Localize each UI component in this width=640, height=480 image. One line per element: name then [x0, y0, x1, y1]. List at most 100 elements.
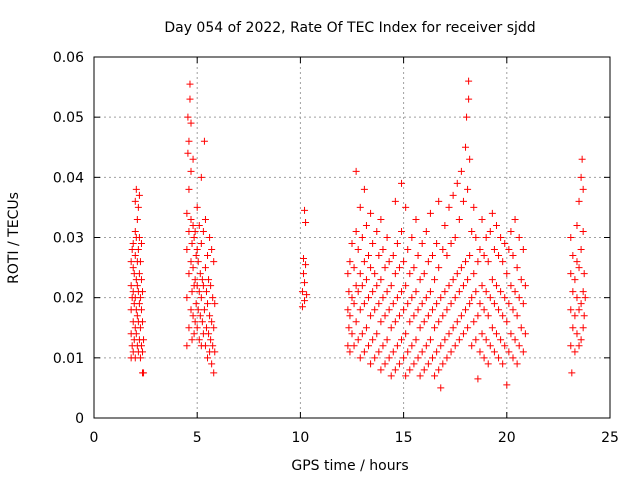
data-point [515, 294, 523, 302]
data-point [400, 354, 408, 362]
data-points [127, 77, 589, 392]
x-tick-label: 0 [90, 430, 99, 446]
data-point [455, 288, 463, 296]
data-point [200, 137, 208, 145]
data-point [441, 288, 449, 296]
data-point [428, 306, 436, 314]
data-point [140, 369, 148, 377]
data-point [196, 312, 204, 320]
data-point [462, 306, 470, 314]
data-point [416, 276, 424, 284]
data-point [480, 252, 488, 260]
data-point [492, 282, 500, 290]
data-point [466, 300, 474, 308]
data-point [377, 215, 385, 223]
data-point [569, 252, 577, 260]
data-point [129, 264, 137, 272]
data-point [398, 227, 406, 235]
data-point [569, 324, 577, 332]
y-tick-label: 0.06 [53, 50, 84, 66]
data-point [358, 234, 366, 241]
data-point [445, 330, 453, 338]
data-point [183, 294, 191, 302]
data-point [449, 191, 457, 199]
data-point [571, 312, 579, 320]
data-point [431, 324, 439, 332]
data-point [302, 218, 310, 226]
data-point [298, 288, 306, 296]
data-point [482, 288, 490, 296]
data-point [499, 312, 507, 320]
data-point [459, 197, 467, 205]
data-point [492, 221, 500, 229]
data-point [465, 77, 473, 85]
data-point [395, 360, 403, 368]
data-point [517, 324, 525, 332]
data-point [486, 294, 494, 302]
data-point [131, 227, 139, 235]
data-point [360, 300, 368, 308]
data-point [426, 288, 434, 296]
data-point [210, 258, 218, 266]
data-point [507, 227, 515, 235]
y-tick-label: 0.02 [53, 291, 84, 307]
data-point [134, 203, 142, 211]
data-point [139, 288, 147, 296]
data-point [298, 303, 306, 311]
data-point [395, 312, 403, 320]
data-point [346, 312, 354, 320]
data-point [465, 95, 473, 103]
data-point [352, 227, 360, 235]
data-point [484, 360, 492, 368]
data-point [183, 342, 191, 350]
data-point [398, 336, 406, 344]
data-point [204, 300, 212, 308]
data-point [468, 342, 476, 350]
data-point [499, 258, 507, 266]
data-point [416, 324, 424, 332]
data-point [480, 306, 488, 314]
data-point [210, 324, 218, 332]
data-point [202, 324, 210, 332]
data-point [191, 227, 199, 235]
data-point [492, 330, 500, 338]
data-point [393, 294, 401, 302]
data-point [464, 324, 472, 332]
data-point [140, 336, 148, 344]
data-point [470, 270, 478, 278]
data-point [488, 276, 496, 284]
data-point [441, 221, 449, 229]
data-point [486, 342, 494, 350]
data-point [185, 324, 193, 332]
data-point [187, 119, 195, 127]
data-point [202, 288, 210, 296]
data-point [381, 264, 389, 272]
y-tick-label: 0 [75, 411, 84, 427]
data-point [519, 246, 527, 254]
data-point [408, 294, 416, 302]
data-point [577, 336, 585, 344]
data-point [389, 348, 397, 356]
data-point [139, 348, 147, 356]
data-point [391, 197, 399, 205]
data-point [358, 330, 366, 338]
data-point [348, 240, 356, 248]
data-point [375, 348, 383, 356]
data-point [209, 294, 217, 302]
data-point [133, 215, 141, 223]
data-point [575, 264, 583, 272]
data-point [352, 167, 360, 175]
data-point [445, 282, 453, 290]
data-point [441, 336, 449, 344]
y-tick-label: 0.01 [53, 351, 84, 367]
data-point [478, 215, 486, 223]
data-point [402, 282, 410, 290]
data-point [426, 209, 434, 217]
data-point [136, 294, 144, 302]
y-axis-label: ROTI / TECUs [6, 192, 22, 284]
data-point [497, 336, 505, 344]
data-point [365, 252, 373, 260]
data-point [422, 342, 430, 350]
data-point [398, 179, 406, 187]
